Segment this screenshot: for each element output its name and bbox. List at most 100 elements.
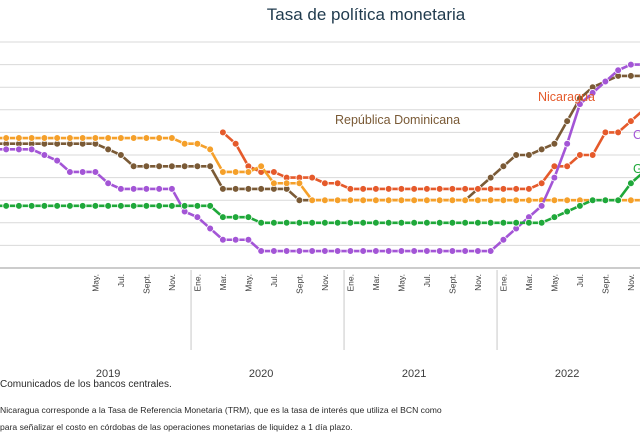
data-point [424,219,431,226]
data-point [564,118,571,125]
data-point [322,197,329,204]
data-point [181,163,188,170]
data-point [16,146,23,153]
data-point [385,186,392,193]
data-point [398,186,405,193]
data-point [564,197,571,204]
data-point [67,202,74,209]
data-point [258,186,265,193]
data-point [322,219,329,226]
x-tick-label: Nov. [626,274,636,291]
data-point [220,236,227,243]
data-point [118,152,125,159]
data-point [347,248,354,255]
x-tick-label: Mar. [524,274,534,291]
data-point [220,169,227,176]
data-point [67,135,74,142]
data-point [169,163,176,170]
data-point [475,197,482,204]
footnote-line-1: Nicaragua corresponde a la Tasa de Refer… [0,405,442,415]
data-point [207,202,214,209]
data-point [207,163,214,170]
data-point [334,248,341,255]
data-point [538,219,545,226]
data-point [411,248,418,255]
data-point [92,202,99,209]
data-point [105,135,112,142]
data-point [615,67,622,74]
data-point [551,197,558,204]
data-point [373,186,380,193]
x-tick-label: Ene. [498,274,508,292]
data-point [130,135,137,142]
data-point [462,186,469,193]
data-point [105,180,112,187]
series-label: República Dominicana [335,113,460,127]
data-point [360,186,367,193]
data-point [232,169,239,176]
data-point [245,236,252,243]
source-note: Comunicados de los bancos centrales. [0,379,172,390]
data-point [169,202,176,209]
data-point [564,140,571,147]
data-point [296,219,303,226]
data-point [181,140,188,147]
data-point [130,186,137,193]
x-tick-label: Jul. [116,274,126,287]
data-point [296,197,303,204]
data-point [220,214,227,221]
data-point [513,152,520,159]
data-point [449,197,456,204]
data-point [169,135,176,142]
data-point [334,219,341,226]
chart-title: Tasa de política monetaria [267,5,466,24]
data-point [436,197,443,204]
data-point [513,219,520,226]
data-point [385,197,392,204]
data-point [283,248,290,255]
data-point [258,248,265,255]
data-point [615,197,622,204]
data-point [424,186,431,193]
data-point [500,236,507,243]
data-point [436,186,443,193]
data-point [3,202,10,209]
year-label: 2022 [555,368,579,380]
data-point [16,135,23,142]
data-point [564,208,571,215]
data-point [602,129,609,136]
data-point [309,219,316,226]
data-point [322,248,329,255]
data-point [538,180,545,187]
data-point [347,186,354,193]
data-point [513,197,520,204]
data-point [54,202,61,209]
x-tick-label: Jul. [422,274,432,287]
data-point [538,146,545,153]
data-point [130,202,137,209]
data-point [105,202,112,209]
data-point [551,214,558,221]
data-point [411,186,418,193]
x-tick-label: Ene. [345,274,355,292]
data-point [526,197,533,204]
data-point [500,197,507,204]
data-point [538,202,545,209]
data-point [41,135,48,142]
data-point [628,180,635,187]
data-point [475,186,482,193]
data-point [411,197,418,204]
year-separators [191,270,640,350]
data-point [334,180,341,187]
data-point [296,248,303,255]
data-point [220,129,227,136]
year-label: 2021 [402,368,426,380]
data-point [28,202,35,209]
data-point [385,219,392,226]
data-point [16,202,23,209]
x-tick-label: May. [243,274,253,292]
data-point [487,219,494,226]
data-point [118,186,125,193]
data-point [271,248,278,255]
series-label: G [633,162,640,176]
